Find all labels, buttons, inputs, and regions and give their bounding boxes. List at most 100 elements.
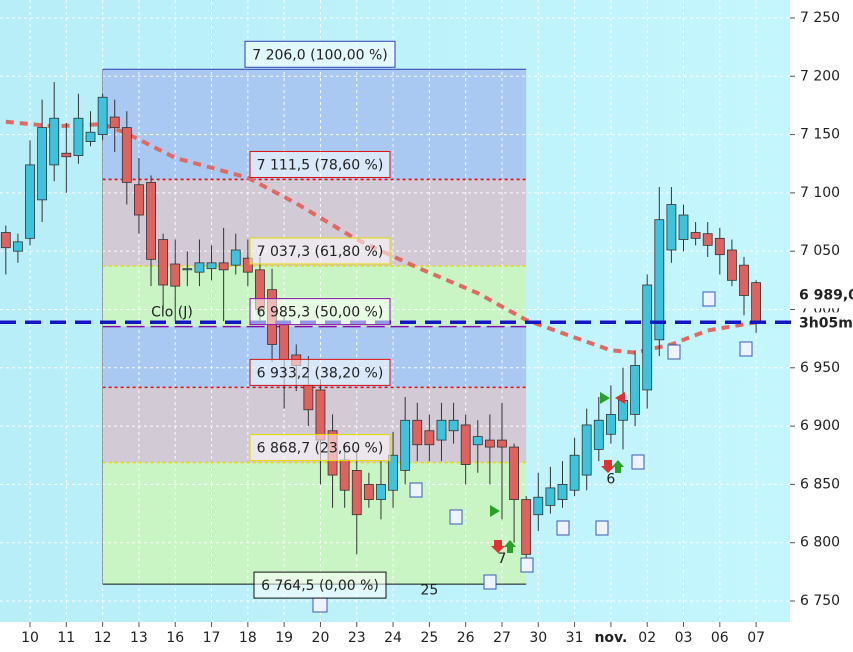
y-tick-label: 6 800 — [800, 535, 840, 551]
candle-body — [739, 264, 749, 296]
candle-body — [448, 419, 459, 432]
candle-body — [557, 483, 568, 500]
x-tick-label: 20 — [312, 630, 330, 646]
fib-label: 7 111,5 (78,60 %) — [257, 157, 384, 173]
fib-label-box — [249, 237, 391, 265]
candle-body — [472, 436, 483, 446]
candle-body — [206, 262, 217, 270]
candle-body — [73, 117, 84, 156]
x-tick-label: 27 — [493, 630, 511, 646]
candle-body — [13, 241, 23, 252]
candle-body — [436, 419, 447, 441]
x-tick-label: nov. — [594, 630, 627, 646]
x-tick-label: 07 — [747, 630, 765, 646]
buy-arrow — [612, 460, 624, 473]
candle-body — [339, 459, 350, 491]
candle-body — [303, 384, 314, 411]
candle-body — [714, 237, 725, 256]
candle-body — [654, 219, 665, 341]
fib-label: 7 037,3 (61,80 %) — [257, 244, 384, 260]
candle-body — [605, 414, 616, 435]
fib-label-box — [249, 298, 391, 326]
candle-body — [521, 499, 532, 555]
axis-background — [0, 622, 790, 652]
fib-label-box — [249, 434, 391, 462]
y-tick-label: 7 050 — [800, 243, 840, 259]
x-tick-label: 31 — [566, 630, 584, 646]
x-tick-label: 17 — [203, 630, 221, 646]
y-tick-label: 6 900 — [800, 418, 840, 434]
x-tick-label: 11 — [57, 630, 75, 646]
signal-arrows — [490, 392, 625, 553]
candle-body — [49, 117, 60, 166]
flag — [615, 392, 625, 404]
candle-body — [37, 127, 48, 201]
x-tick-label: 18 — [239, 630, 257, 646]
news-icon — [739, 341, 753, 357]
candle-body — [388, 454, 398, 491]
fib-label: 6 868,7 (23,60 %) — [257, 441, 384, 457]
candle-body — [509, 446, 519, 500]
annotation: 7 — [498, 551, 507, 567]
candle-body — [412, 419, 423, 446]
candle-body — [0, 232, 11, 249]
news-icon — [449, 509, 463, 525]
candle-body — [97, 96, 108, 135]
timer-label: 3h05m — [799, 315, 853, 331]
candle-body — [400, 419, 411, 471]
candle-body — [194, 262, 205, 273]
candle-body — [642, 284, 653, 391]
news-icons — [312, 291, 753, 613]
x-tick-label: 13 — [130, 630, 148, 646]
x-tick-label: 02 — [638, 630, 656, 646]
current-price-label: 6 989,0 — [799, 287, 853, 303]
fib-label: 7 206,0 (100,00 %) — [252, 47, 388, 63]
sell-arrow — [491, 540, 505, 553]
candle-body — [666, 204, 677, 251]
x-tick-label: 24 — [384, 630, 402, 646]
candle-body — [146, 181, 156, 260]
news-icon — [520, 557, 534, 573]
fib-label: 6 985,3 (50,00 %) — [257, 305, 384, 321]
candle-body — [678, 214, 689, 240]
x-tick-label: 25 — [420, 630, 438, 646]
x-tick-label: 06 — [711, 630, 729, 646]
candle-body — [242, 257, 253, 273]
y-tick-label: 7 150 — [800, 127, 840, 143]
news-icon — [483, 574, 497, 590]
price-box — [796, 282, 853, 309]
candle-body — [315, 389, 326, 441]
candle-body — [182, 268, 193, 271]
x-tick-label: 23 — [348, 630, 366, 646]
sell-arrow — [601, 460, 615, 473]
news-icon — [595, 520, 609, 536]
x-tick-label: 30 — [529, 630, 547, 646]
candle-body — [158, 239, 169, 286]
annotation: 6 — [606, 472, 615, 488]
candle-body — [569, 454, 580, 491]
candle-body — [134, 184, 144, 216]
candle-body — [109, 116, 120, 128]
news-icon — [409, 482, 423, 498]
y-tick-label: 6 750 — [800, 593, 840, 609]
x-tick-label: 10 — [21, 630, 39, 646]
news-icon — [702, 291, 716, 307]
timer-box — [796, 312, 853, 335]
y-tick-label: 7 100 — [800, 185, 840, 201]
fib-zone — [102, 462, 527, 585]
news-icon — [631, 454, 645, 470]
candle-body — [593, 419, 604, 450]
candle-body — [218, 262, 229, 271]
y-tick-label: 6 850 — [800, 476, 840, 492]
candle-body — [727, 249, 737, 281]
event-icon — [312, 597, 328, 613]
candle-body — [545, 487, 556, 506]
candle-body — [630, 365, 640, 415]
fib-label-box — [244, 40, 396, 68]
candle-body — [460, 424, 471, 465]
candle-body — [170, 263, 181, 287]
candle-body — [85, 131, 96, 142]
buy-arrow — [504, 540, 516, 553]
